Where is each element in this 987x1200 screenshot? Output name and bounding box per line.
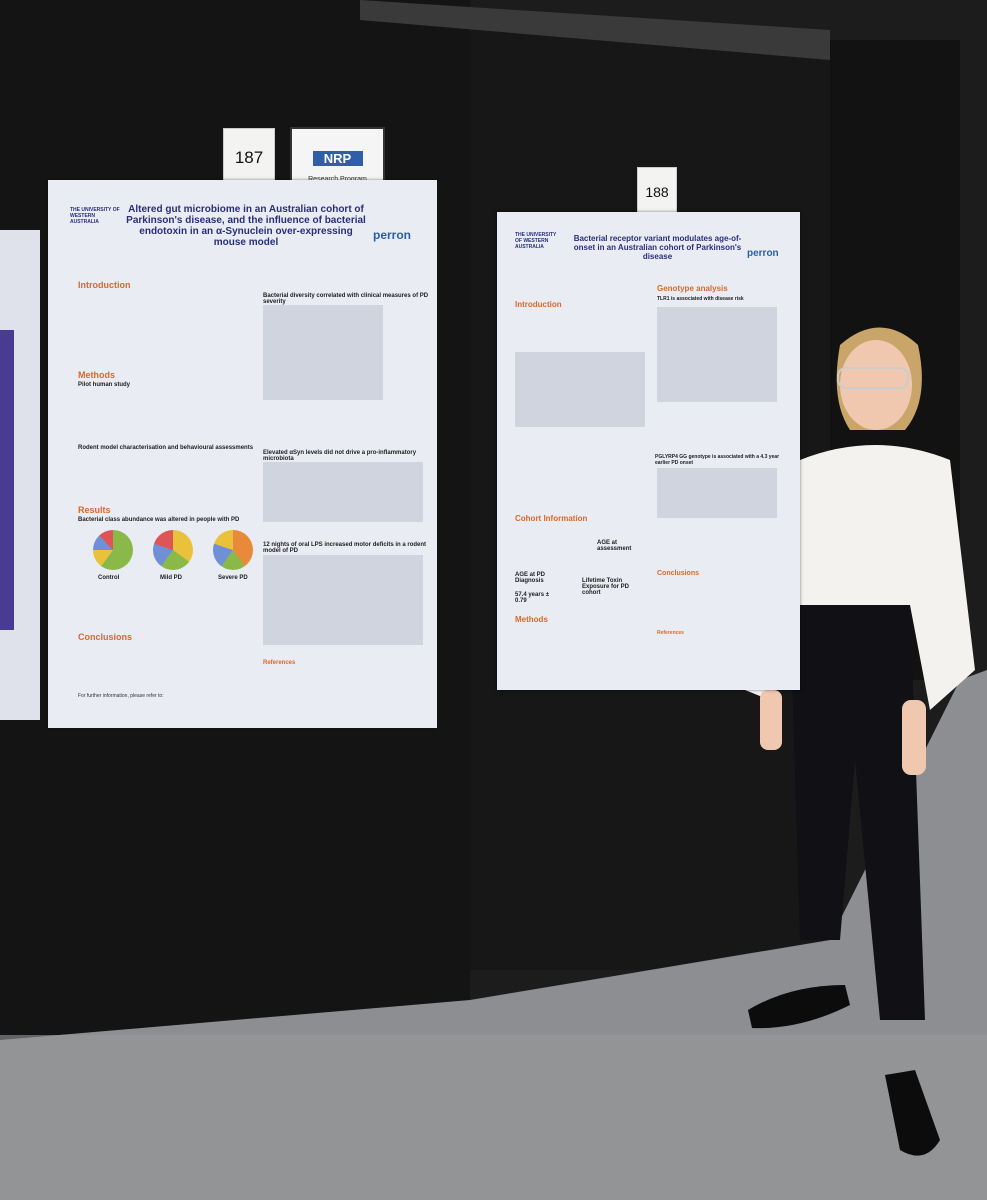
- poster-title: Altered gut microbiome in an Australian …: [126, 204, 366, 248]
- subheading: Elevated αSyn levels did not drive a pro…: [263, 450, 417, 462]
- section-heading: Cohort Information: [515, 514, 588, 523]
- subheading: 12 nights of oral LPS increased motor de…: [263, 542, 427, 554]
- pie-label: Control: [98, 575, 120, 581]
- section-heading: Results: [78, 505, 111, 515]
- poster: THE UNIVERSITY OF WESTERN AUSTRALIA Bact…: [497, 212, 800, 690]
- pie-figure: [93, 530, 133, 570]
- poster-title: Bacterial receptor variant modulates age…: [573, 234, 742, 261]
- pie-label: Mild PD: [160, 575, 182, 581]
- brand: perron: [373, 228, 412, 242]
- cohort-label: AGE at assessment: [597, 540, 632, 552]
- section-heading: Methods: [515, 615, 548, 624]
- poster-number: 188: [637, 167, 677, 216]
- section-heading: Conclusions: [78, 632, 133, 642]
- cohort-label: Lifetime Toxin Exposure for PD cohort: [582, 578, 630, 596]
- section-heading: Introduction: [515, 300, 562, 309]
- pie-figure: [213, 530, 253, 570]
- figure: [263, 305, 383, 400]
- section-heading: Introduction: [78, 280, 131, 290]
- nrp-logo: NRP: [312, 151, 363, 166]
- cohort-value: 57.4 years ± 0.79: [515, 592, 549, 604]
- section-heading: References: [657, 630, 684, 636]
- section-heading: References: [263, 660, 296, 666]
- subheading: Bacterial diversity correlated with clin…: [263, 293, 429, 305]
- university-logo: THE UNIVERSITY OF WESTERN AUSTRALIA: [515, 232, 557, 250]
- figure: [657, 307, 777, 402]
- subheading: TLR1 is associated with disease risk: [657, 296, 744, 302]
- subheading: Bacterial class abundance was altered in…: [78, 517, 240, 523]
- subheading: PGLYRP4 GG genotype is associated with a…: [655, 454, 780, 466]
- cohort-label: AGE at PD Diagnosis: [515, 572, 546, 584]
- poster: THE UNIVERSITY OF WESTERN AUSTRALIA Alte…: [48, 180, 437, 728]
- pie-figure: [153, 530, 193, 570]
- nrp-caption: Research Program: [292, 176, 383, 183]
- university-logo: THE UNIVERSITY OF WESTERN AUSTRALIA: [70, 207, 120, 225]
- brand: perron: [747, 248, 779, 259]
- figure: [263, 555, 423, 645]
- footer: For further information, please refer to…: [78, 693, 164, 699]
- figure: [657, 468, 777, 518]
- subheading: Pilot human study: [78, 382, 131, 388]
- figure: [515, 352, 645, 427]
- section-heading: Conclusions: [657, 570, 700, 577]
- section-heading: Genotype analysis: [657, 284, 728, 293]
- pie-label: Severe PD: [218, 575, 248, 581]
- section-heading: Methods: [78, 370, 115, 380]
- figure: [263, 462, 423, 522]
- subheading: Rodent model characterisation and behavi…: [78, 445, 254, 451]
- poster-number: 187: [223, 128, 275, 188]
